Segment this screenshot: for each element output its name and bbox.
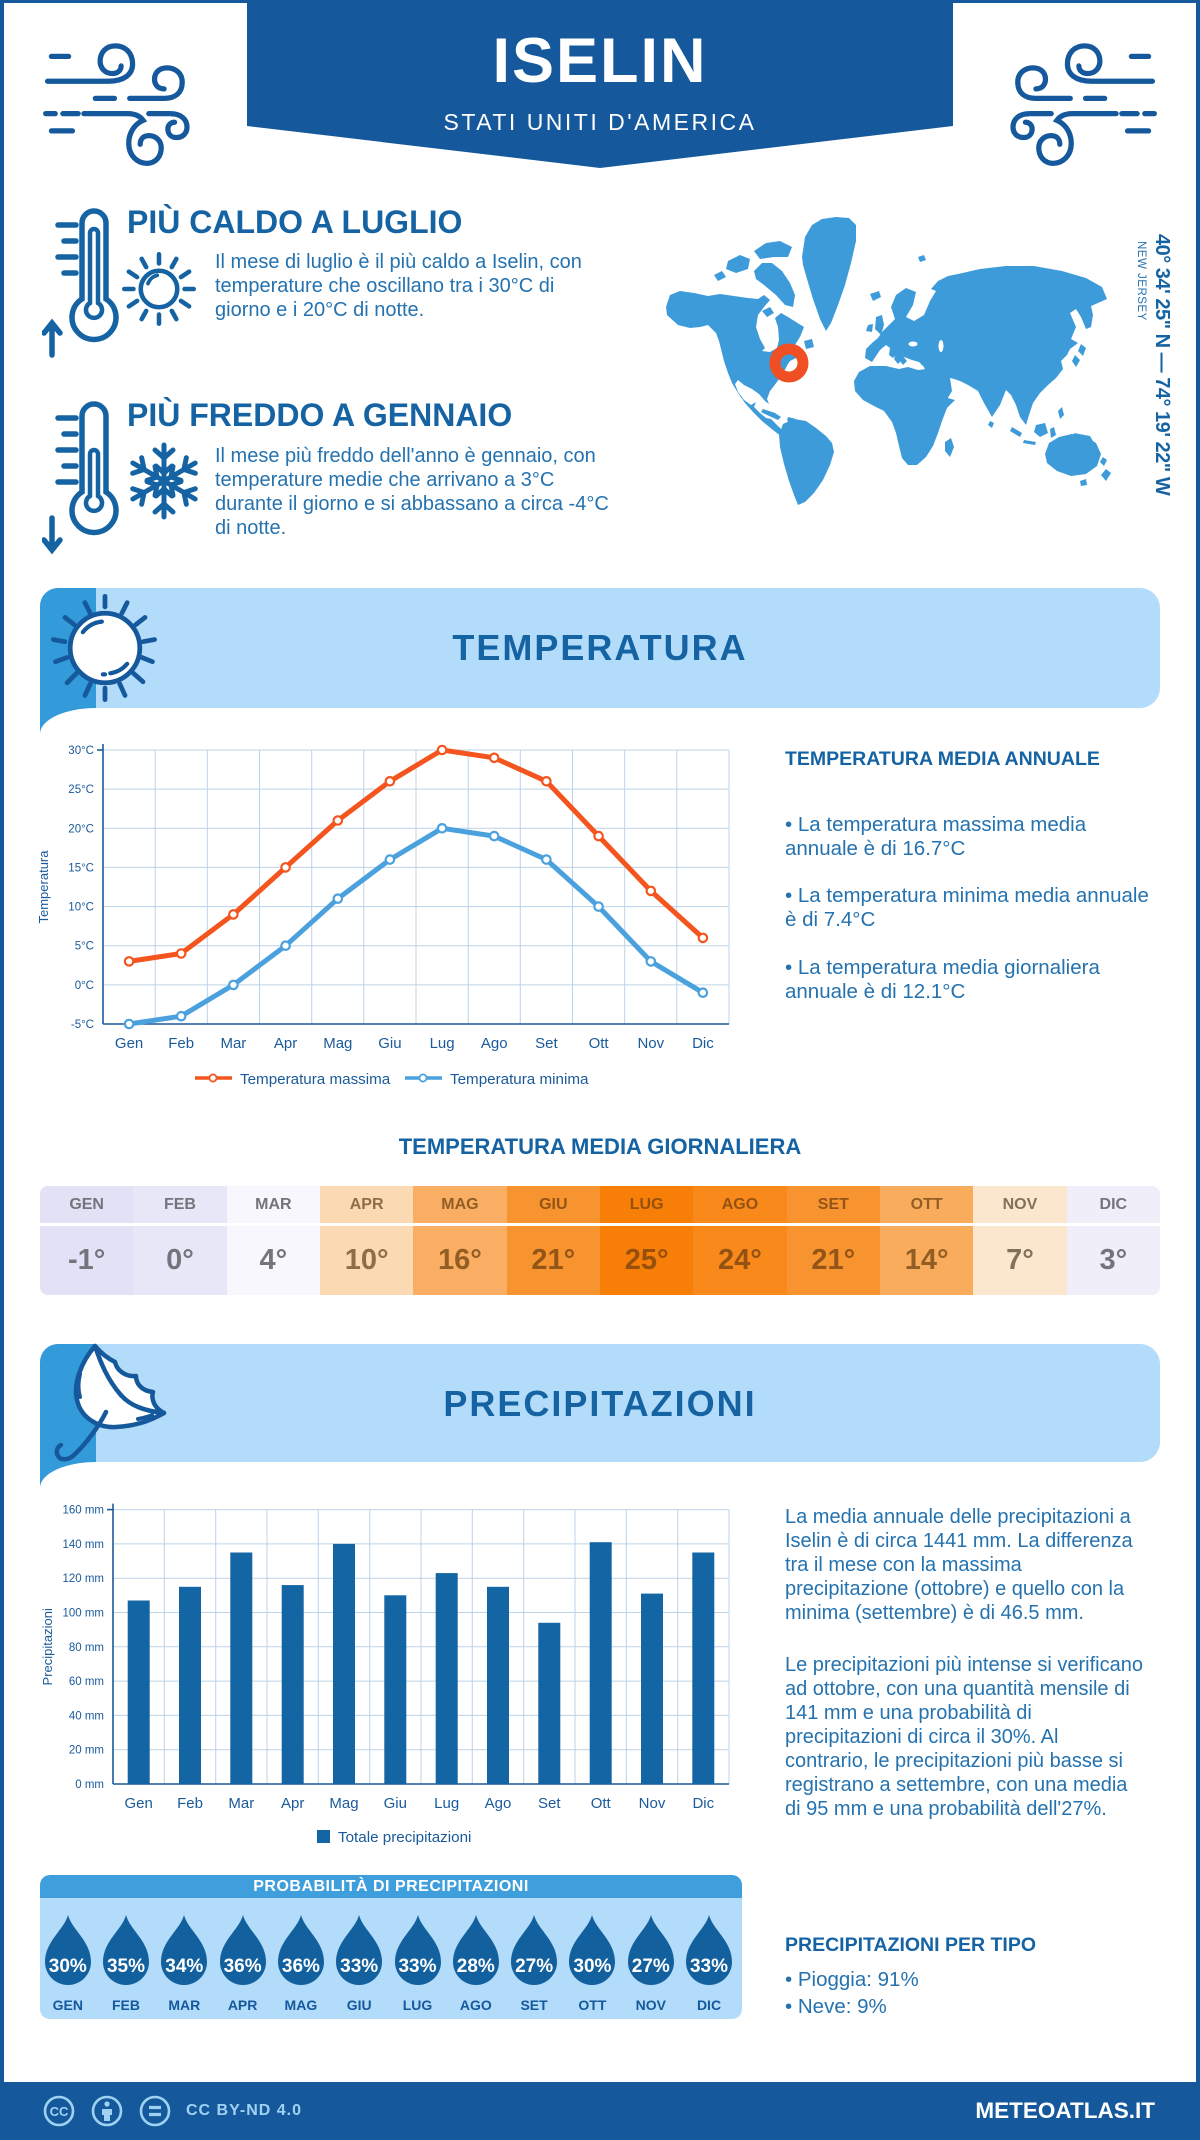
svg-text:Lug: Lug	[430, 1035, 455, 1052]
svg-text:Ago: Ago	[485, 1795, 512, 1812]
svg-text:Lug: Lug	[434, 1795, 459, 1812]
svg-text:Nov: Nov	[639, 1795, 666, 1812]
svg-text:Mar: Mar	[220, 1035, 246, 1052]
svg-text:160 mm: 160 mm	[62, 1505, 104, 1517]
svg-text:80 mm: 80 mm	[69, 1642, 104, 1654]
svg-text:25°C: 25°C	[68, 784, 94, 796]
svg-text:Mag: Mag	[323, 1035, 352, 1052]
svg-text:Set: Set	[538, 1795, 561, 1812]
svg-text:5°C: 5°C	[75, 941, 94, 953]
svg-text:Ago: Ago	[481, 1035, 508, 1052]
svg-text:15°C: 15°C	[68, 862, 94, 874]
svg-text:Giu: Giu	[384, 1795, 407, 1812]
svg-text:Apr: Apr	[281, 1795, 304, 1812]
svg-text:100 mm: 100 mm	[62, 1608, 104, 1620]
svg-text:30°C: 30°C	[68, 745, 94, 757]
svg-text:Apr: Apr	[274, 1035, 297, 1052]
svg-text:CC: CC	[50, 2104, 69, 2119]
svg-text:Temperatura massima: Temperatura massima	[240, 1071, 391, 1088]
svg-text:Feb: Feb	[177, 1795, 203, 1812]
svg-text:Precipitazioni: Precipitazioni	[40, 1608, 55, 1685]
svg-text:Set: Set	[535, 1035, 558, 1052]
svg-text:Dic: Dic	[692, 1795, 714, 1812]
svg-text:60 mm: 60 mm	[69, 1676, 104, 1688]
svg-text:Temperatura minima: Temperatura minima	[450, 1071, 589, 1088]
svg-text:10°C: 10°C	[68, 902, 94, 914]
svg-text:Temperatura: Temperatura	[36, 850, 51, 924]
svg-text:20 mm: 20 mm	[69, 1745, 104, 1757]
svg-text:0°C: 0°C	[75, 980, 94, 992]
svg-text:Mar: Mar	[228, 1795, 254, 1812]
svg-text:20°C: 20°C	[68, 823, 94, 835]
svg-text:-5°C: -5°C	[71, 1019, 94, 1031]
svg-text:Mag: Mag	[329, 1795, 358, 1812]
svg-text:Nov: Nov	[637, 1035, 664, 1052]
svg-text:Feb: Feb	[168, 1035, 194, 1052]
svg-text:40 mm: 40 mm	[69, 1710, 104, 1722]
svg-text:Gen: Gen	[115, 1035, 143, 1052]
svg-text:120 mm: 120 mm	[62, 1573, 104, 1585]
svg-text:Totale precipitazioni: Totale precipitazioni	[338, 1829, 471, 1846]
svg-text:0 mm: 0 mm	[75, 1779, 104, 1791]
svg-text:Dic: Dic	[692, 1035, 714, 1052]
svg-text:Ott: Ott	[589, 1035, 610, 1052]
svg-text:Giu: Giu	[378, 1035, 401, 1052]
svg-text:140 mm: 140 mm	[62, 1539, 104, 1551]
svg-text:Ott: Ott	[591, 1795, 612, 1812]
svg-text:Gen: Gen	[125, 1795, 153, 1812]
